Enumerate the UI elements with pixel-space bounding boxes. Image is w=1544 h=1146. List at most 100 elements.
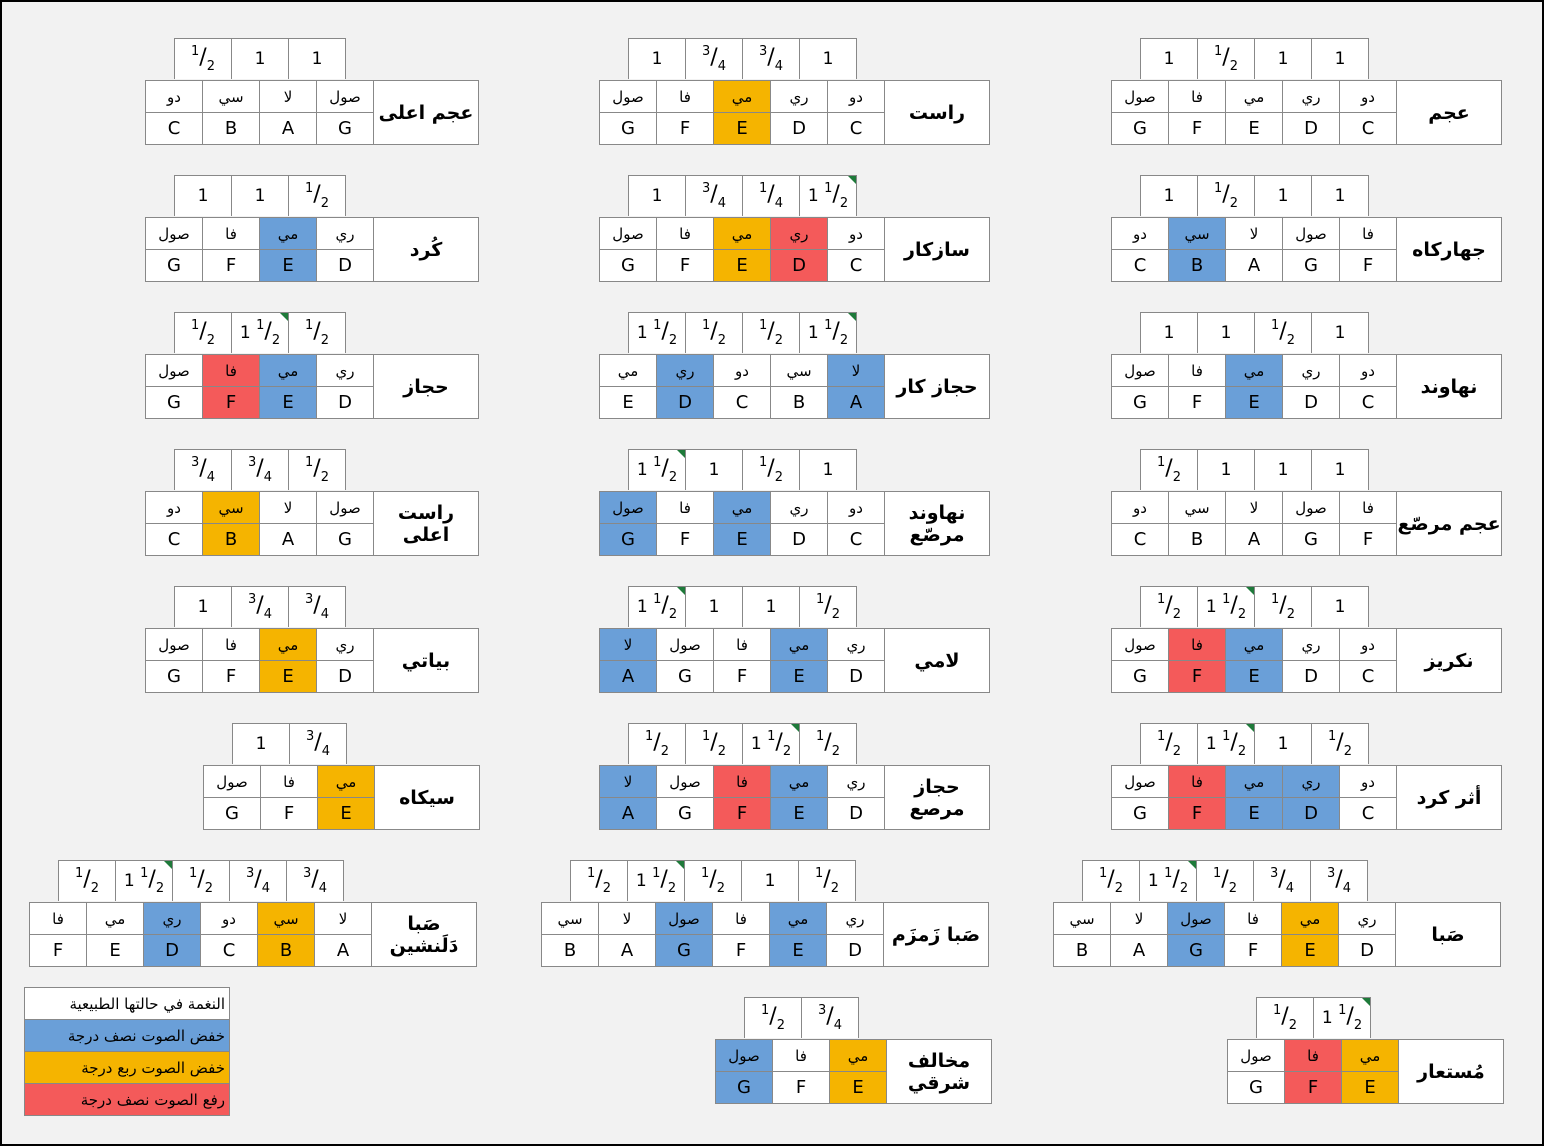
note-latin: F: [1168, 112, 1226, 145]
note-arabic: مي: [259, 628, 317, 661]
marker-icon: [848, 176, 856, 184]
maqam-mustaar: 1/2 1 1/2 صول فا مي مُستعار G F E: [1227, 997, 1507, 1105]
note-arabic: فا: [1224, 902, 1282, 935]
note-latin: G: [1282, 249, 1340, 282]
interval-cell: 1 1/2: [1197, 586, 1255, 627]
interval-cell: 1/2: [288, 449, 346, 490]
note-latin: F: [1168, 386, 1226, 419]
note-latin: D: [1282, 386, 1340, 419]
note-latin: D: [316, 660, 374, 693]
interval-cell: 1 1/2: [231, 312, 289, 353]
note-latin: G: [599, 249, 657, 282]
note-arabic: صول: [1111, 628, 1169, 661]
note-latin: F: [1168, 660, 1226, 693]
note-arabic: مي: [1225, 354, 1283, 387]
note-arabic: ري: [143, 902, 201, 935]
maqam-mukhalif-sharqi: 1/2 3/4 صول فا مي مخالف شرقي G F E: [715, 997, 995, 1105]
interval-cell: 1: [628, 38, 686, 79]
interval-cell: 1/2: [58, 860, 116, 901]
note-arabic: فا: [202, 354, 260, 387]
note-latin: A: [1225, 523, 1283, 556]
interval-cell: 1: [1197, 312, 1255, 353]
note-latin: E: [770, 797, 828, 830]
interval-cell: 1 1/2: [115, 860, 173, 901]
note-arabic: فا: [1284, 1039, 1342, 1072]
note-latin: G: [656, 797, 714, 830]
marker-icon: [848, 313, 856, 321]
interval-cell: 1: [1311, 175, 1369, 216]
note-latin: C: [1111, 249, 1169, 282]
note-latin: A: [259, 523, 317, 556]
note-arabic: صول: [1227, 1039, 1285, 1072]
note-latin: B: [202, 523, 260, 556]
note-latin: E: [1281, 934, 1339, 967]
maqam-sazkar: 1 3/4 1/4 1 1/2 صول فا مي ري دو سازكار G F E D C: [599, 175, 995, 283]
maqam-name: عجم مرصّع: [1396, 491, 1502, 556]
note-arabic: مي: [713, 80, 771, 113]
maqam-saba: 1/2 1 1/2 1/2 3/4 3/4 سي لا صول فا مي ري صَبا B A G F E D: [1053, 860, 1507, 968]
note-arabic: سي: [1053, 902, 1111, 935]
maqam-name: لامي: [884, 628, 990, 693]
maqam-name: سيكاه: [374, 765, 480, 830]
maqam-name: مُستعار: [1398, 1039, 1504, 1104]
interval-cell: 1 1/2: [628, 312, 686, 353]
note-arabic: مي: [769, 902, 827, 935]
maqam-saba-dalanshin: 1/2 1 1/2 1/2 3/4 3/4 فا مي ري دو سي لا صَبا دَلَنش…: [29, 860, 483, 968]
note-latin: D: [316, 249, 374, 282]
note-arabic: فا: [202, 628, 260, 661]
interval-row: 1 3/4 3/4: [174, 586, 346, 627]
scale-table: صول فا مي مُستعار G F E: [1227, 1039, 1504, 1104]
interval-cell: 1 1/2: [799, 175, 857, 216]
note-latin: E: [259, 386, 317, 419]
scale-table: فا مي ري دو سي لا صَبا دَلَنشين F E D C B A: [29, 902, 477, 967]
maqam-nakriz: 1/2 1 1/2 1/2 1 صول فا مي ري دو نكريز G F E D C: [1111, 586, 1507, 694]
interval-cell: 1/2: [742, 312, 800, 353]
scale-table: صول فا مي مخالف شرقي G F E: [715, 1039, 992, 1104]
maqam-name: أثر كرد: [1396, 765, 1502, 830]
maqam-name: صَبا: [1395, 902, 1501, 967]
note-latin: D: [770, 523, 828, 556]
note-latin: B: [1168, 249, 1226, 282]
note-arabic: ري: [1282, 765, 1340, 798]
note-latin: D: [827, 797, 885, 830]
note-arabic: صول: [599, 217, 657, 250]
interval-row: 1/2 1 1/2 1/2 1 1/2: [570, 860, 856, 901]
note-latin: B: [541, 934, 599, 967]
interval-row: 1 3/4 1/4 1 1/2: [628, 175, 857, 216]
interval-cell: 1: [1140, 175, 1198, 216]
note-latin: D: [826, 934, 884, 967]
note-latin: C: [827, 523, 885, 556]
note-latin: D: [1282, 112, 1340, 145]
note-latin: G: [145, 660, 203, 693]
note-latin: G: [1167, 934, 1225, 967]
maqam-sikah: 1 3/4 صول فا مي سيكاه G F E: [203, 723, 483, 831]
interval-cell: 1: [1254, 38, 1312, 79]
note-arabic: فا: [656, 80, 714, 113]
note-latin: D: [316, 386, 374, 419]
note-arabic: دو: [1339, 354, 1397, 387]
scale-table: مي ري دو سي لا حجاز كار E D C B A: [599, 354, 990, 419]
maqam-name: سازكار: [884, 217, 990, 282]
note-arabic: لا: [598, 902, 656, 935]
interval-row: 1/2 1 1: [174, 38, 346, 79]
note-arabic: مي: [259, 354, 317, 387]
interval-cell: 1/2: [1197, 38, 1255, 79]
interval-cell: 3/4: [174, 449, 232, 490]
scale-table: صول فا مي ري حجاز G F E D: [145, 354, 479, 419]
note-latin: B: [257, 934, 315, 967]
interval-cell: 1: [741, 860, 799, 901]
note-latin: C: [1339, 660, 1397, 693]
maqam-bayati: 1 3/4 3/4 صول فا مي ري بياتي G F E D: [145, 586, 483, 694]
marker-icon: [677, 587, 685, 595]
interval-cell: 1 1/2: [742, 723, 800, 764]
legend-flat-quarter: خفض الصوت ربع درجة: [24, 1051, 230, 1084]
note-arabic: دو: [1339, 628, 1397, 661]
note-arabic: لا: [314, 902, 372, 935]
note-latin: D: [770, 112, 828, 145]
note-arabic: لا: [827, 354, 885, 387]
interval-cell: 1/2: [1254, 312, 1312, 353]
maqam-ajam-murassa: 1/2 1 1 1 دو سي لا صول فا عجم مرصّع C B A G F: [1111, 449, 1507, 557]
note-arabic: فا: [713, 628, 771, 661]
note-latin: F: [712, 934, 770, 967]
scale-table: صول فا مي ري دو عجم G F E D C: [1111, 80, 1502, 145]
